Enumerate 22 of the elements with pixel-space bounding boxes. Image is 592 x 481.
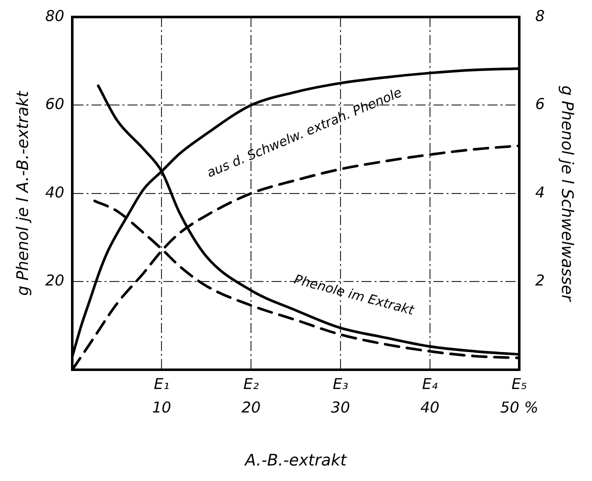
y-tick-label: 40	[45, 183, 64, 202]
y2-axis-title: g Phenol je l Schwelwasser	[558, 86, 578, 303]
x-tick-label: 10	[152, 398, 172, 417]
text: E₁	[154, 375, 170, 394]
text: E₄	[422, 375, 438, 394]
text: E₅	[512, 375, 528, 394]
y-tick-label: 80	[45, 6, 64, 25]
y2-tick-label: 6	[535, 95, 545, 114]
annotation: Phenole im Extrakt	[292, 272, 416, 319]
y-axis-title: g Phenol je l A.-B.-extrakt	[12, 90, 32, 296]
x-tick-label: 50 %	[500, 398, 538, 417]
y2-tick-label: 8	[535, 6, 545, 25]
x-tick-label: 20	[242, 398, 261, 417]
x-axis-title: A.-B.-extrakt	[244, 450, 348, 470]
x-tick-label: 30	[330, 398, 350, 417]
text: E₃	[332, 375, 348, 394]
x-tick-label: 40	[420, 398, 440, 417]
y-tick-label: 20	[45, 271, 64, 290]
y-tick-label: 60	[45, 95, 64, 114]
y2-tick-label: 4	[535, 183, 545, 202]
text: E₂	[243, 375, 259, 394]
y2-tick-label: 2	[535, 271, 545, 290]
